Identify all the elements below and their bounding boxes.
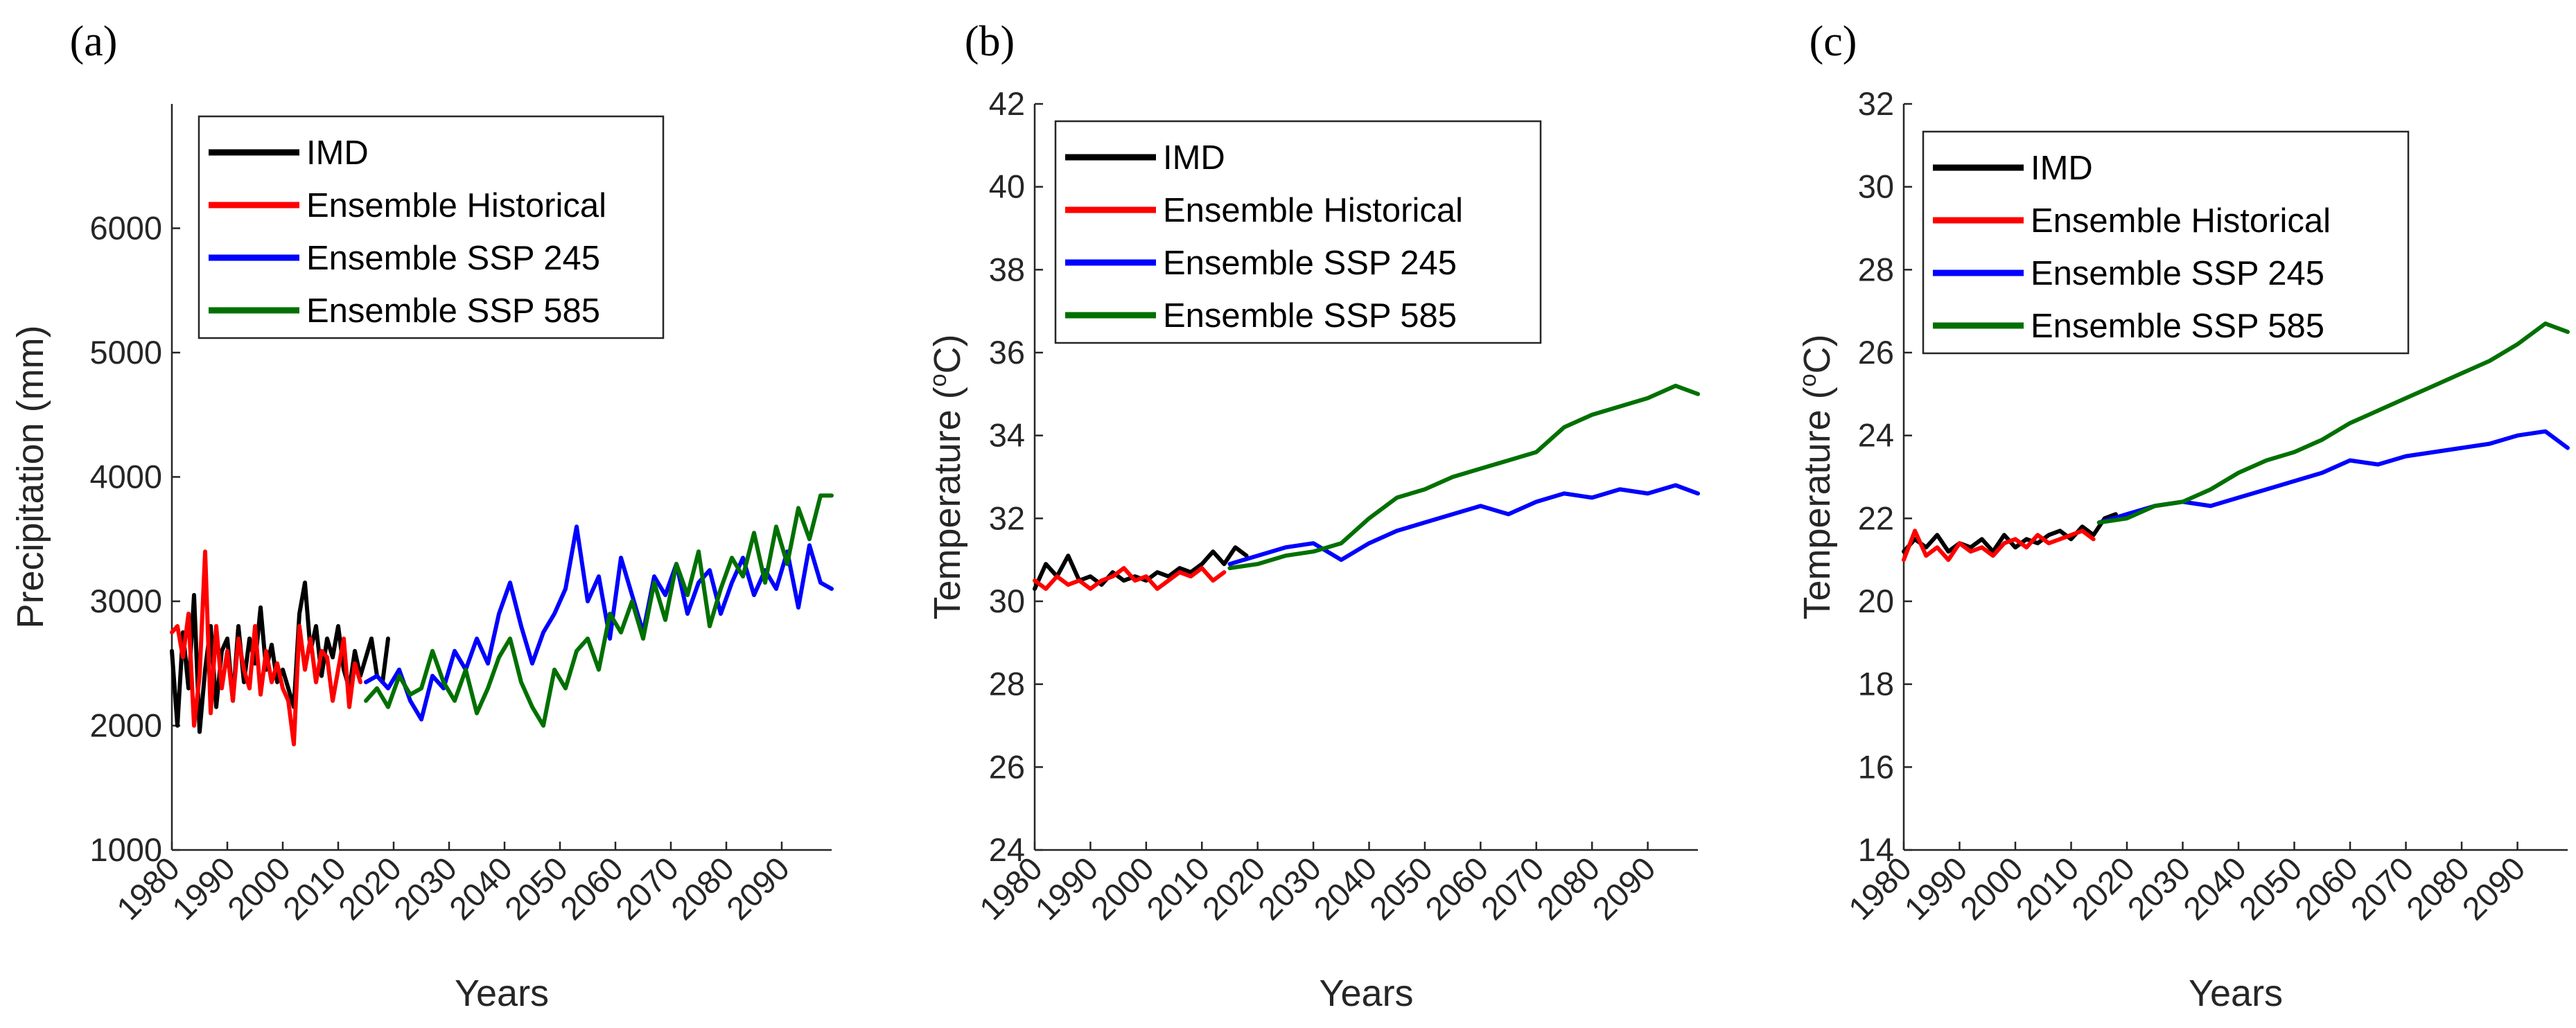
x-tick-label: 1990 (165, 850, 242, 927)
y-tick-label: 28 (1858, 251, 1894, 287)
x-tick-label: 2000 (1953, 850, 2030, 927)
y-tick-label: 14 (1858, 831, 1894, 868)
x-tick-label: 2090 (719, 850, 796, 927)
x-tick-label: 2010 (2008, 850, 2085, 927)
x-tick-label: 2000 (220, 850, 297, 927)
x-tick-label: 2070 (2343, 850, 2420, 927)
x-tick-label: 2000 (1083, 850, 1160, 927)
legend-label: IMD (306, 134, 369, 172)
series-line-ensemble-ssp-585 (1227, 383, 1700, 571)
x-tick-label: 2070 (608, 850, 685, 927)
panel-label: (c) (1810, 18, 1857, 65)
x-tick-label: 2080 (1530, 850, 1606, 927)
legend-label: Ensemble SSP 245 (306, 240, 600, 277)
y-axis-title: Precipitation (mm) (10, 325, 51, 628)
x-tick-label: 2010 (1139, 850, 1216, 927)
y-tick-label: 18 (1858, 666, 1894, 702)
y-tick-label: 24 (1858, 417, 1894, 454)
series-line-ensemble-ssp-585 (364, 493, 834, 728)
legend-label: Ensemble SSP 245 (2031, 255, 2324, 292)
x-tick-label: 2020 (1195, 850, 1272, 927)
y-tick-label: 3000 (89, 583, 162, 619)
series-line-ensemble-historical (170, 549, 362, 747)
series-line-ensemble-ssp-245 (2096, 429, 2570, 525)
series-line-ensemble-historical (1033, 566, 1227, 591)
y-tick-label: 28 (989, 666, 1025, 702)
legend-label: Ensemble Historical (2031, 202, 2331, 240)
y-tick-label: 32 (1858, 85, 1894, 122)
x-tick-label: 2030 (387, 850, 464, 927)
x-tick-label: 2030 (1251, 850, 1328, 927)
series-line-ensemble-ssp-585 (2096, 321, 2570, 525)
legend-label: IMD (2031, 150, 2093, 187)
y-tick-label: 40 (989, 168, 1025, 205)
series-line-ensemble-historical (1902, 529, 2096, 562)
x-tick-label: 2070 (1473, 850, 1550, 927)
y-tick-label: 26 (1858, 334, 1894, 371)
y-tick-label: 34 (989, 417, 1025, 454)
y-tick-label: 5000 (89, 334, 162, 371)
x-tick-label: 2060 (1418, 850, 1495, 927)
legend-label: Ensemble SSP 585 (306, 292, 600, 330)
x-tick-label: 2060 (553, 850, 630, 927)
y-tick-label: 4000 (89, 459, 162, 495)
y-tick-label: 30 (1858, 168, 1894, 205)
x-tick-label: 2040 (2176, 850, 2253, 927)
series-line-ensemble-ssp-245 (1227, 483, 1700, 567)
legend: IMD Ensemble Historical Ensemble SSP 245 En… (198, 115, 665, 339)
x-tick-label: 2030 (2120, 850, 2197, 927)
y-tick-label: 24 (989, 831, 1025, 868)
y-tick-label: 6000 (89, 210, 162, 247)
legend-label: IMD (1163, 139, 1225, 177)
y-tick-label: 1000 (89, 831, 162, 868)
y-tick-label: 30 (989, 583, 1025, 619)
x-tick-label: 2090 (1585, 850, 1662, 927)
legend-label: Ensemble SSP 585 (1163, 297, 1457, 335)
chart-panel-a: (a)1000200030004000500060001980199020002… (10, 18, 834, 1014)
legend-label: Ensemble Historical (1163, 192, 1463, 229)
y-tick-label: 38 (989, 251, 1025, 287)
x-tick-label: 2040 (1306, 850, 1383, 927)
x-tick-label: 2090 (2455, 850, 2532, 927)
x-tick-label: 2050 (2232, 850, 2308, 927)
x-tick-label: 2040 (442, 850, 519, 927)
legend-label: Ensemble Historical (306, 187, 606, 224)
x-axis-title: Years (455, 973, 549, 1014)
x-tick-label: 2020 (331, 850, 408, 927)
series-line-ensemble-ssp-245 (364, 524, 834, 722)
x-tick-label: 2050 (498, 850, 575, 927)
y-tick-label: 2000 (89, 707, 162, 744)
x-tick-label: 2010 (276, 850, 353, 927)
legend-label: Ensemble SSP 585 (2031, 308, 2324, 345)
x-axis-title: Years (2189, 973, 2283, 1014)
legend-label: Ensemble SSP 245 (1163, 245, 1457, 282)
y-tick-label: 26 (989, 748, 1025, 785)
chart-panel-c: (c)1416182022242628303219801990200020102… (1795, 18, 2570, 1014)
x-axis-title: Years (1319, 973, 1413, 1014)
legend: IMD Ensemble Historical Ensemble SSP 245 En… (1922, 130, 2410, 355)
x-tick-label: 2050 (1363, 850, 1439, 927)
chart-panel-b: (b)2426283032343638404219801990200020102… (925, 18, 1700, 1014)
x-tick-label: 1990 (1897, 850, 1974, 927)
x-tick-label: 2020 (2065, 850, 2141, 927)
y-tick-label: 32 (989, 499, 1025, 536)
y-tick-label: 42 (989, 85, 1025, 122)
x-tick-label: 2060 (2288, 850, 2365, 927)
x-tick-label: 2080 (2399, 850, 2476, 927)
y-tick-label: 16 (1858, 748, 1894, 785)
x-tick-label: 2080 (664, 850, 741, 927)
panel-label: (b) (965, 18, 1015, 65)
x-tick-label: 1990 (1028, 850, 1105, 927)
y-tick-label: 20 (1858, 583, 1894, 619)
y-axis-title: Temperature (oC) (925, 334, 968, 619)
y-tick-label: 36 (989, 334, 1025, 371)
y-axis-title: Temperature (oC) (1795, 334, 1838, 619)
panel-label: (a) (70, 18, 118, 65)
legend: IMD Ensemble Historical Ensemble SSP 245 En… (1054, 120, 1542, 344)
y-tick-label: 22 (1858, 499, 1894, 536)
